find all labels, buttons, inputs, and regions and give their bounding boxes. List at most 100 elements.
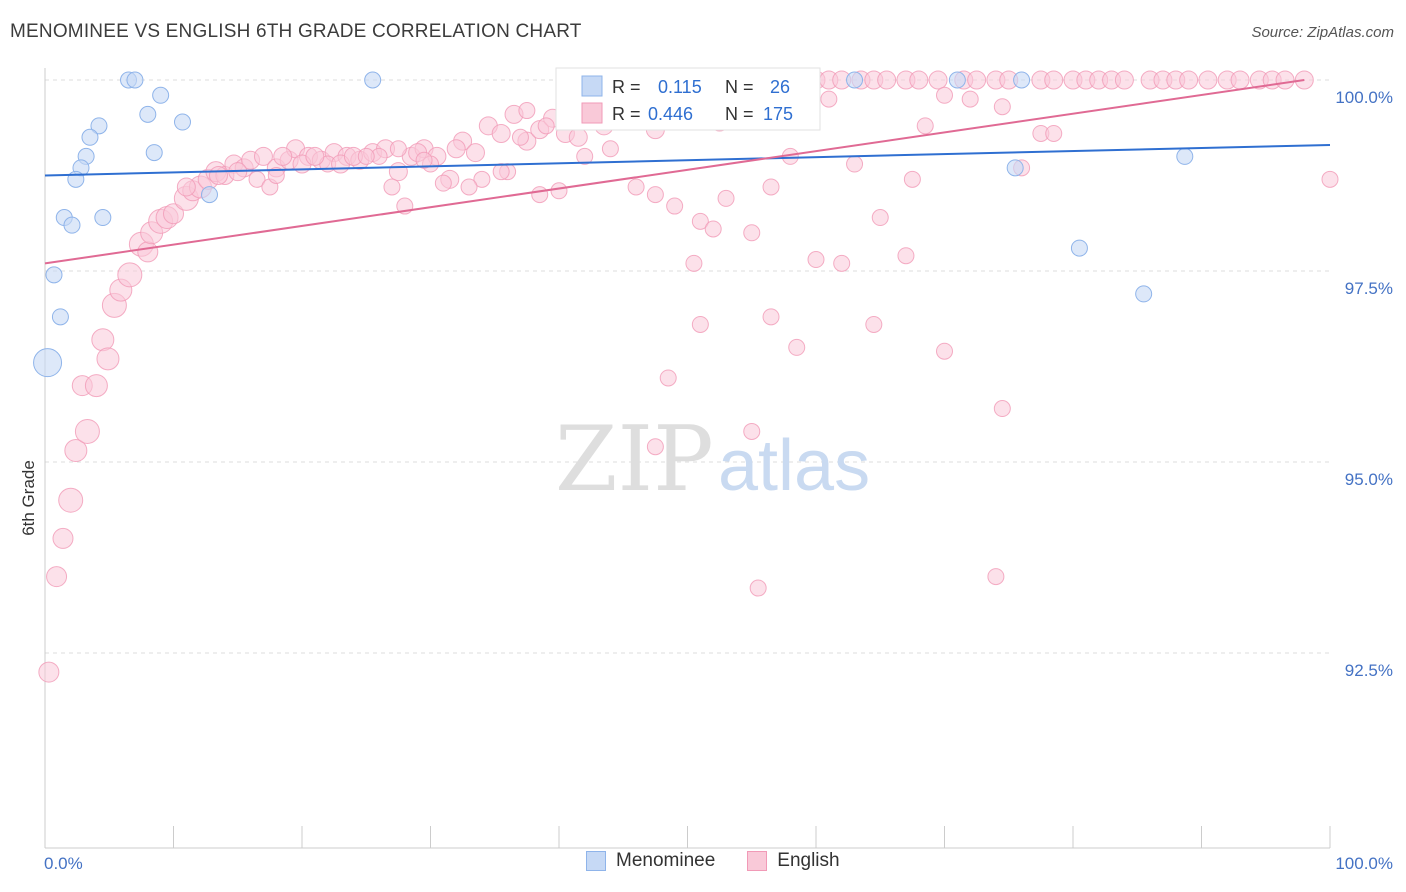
- english-point: [389, 140, 407, 158]
- x-tick-label: 100.0%: [1335, 854, 1393, 873]
- english-point: [84, 374, 108, 398]
- english-point: [91, 328, 115, 352]
- menominee-swatch: [581, 75, 603, 97]
- menominee-trend-line: [44, 143, 1331, 177]
- english-point: [96, 347, 120, 371]
- english-point: [717, 189, 735, 207]
- english-point: [928, 70, 948, 90]
- legend-item-english[interactable]: English: [747, 850, 840, 872]
- english-point: [1114, 70, 1134, 90]
- legend-swatch-english: [747, 851, 768, 871]
- english-point: [163, 203, 184, 225]
- english-point: [518, 102, 536, 120]
- english-point: [46, 566, 68, 588]
- english-point: [64, 439, 88, 463]
- menominee-point: [145, 144, 163, 162]
- english-point: [38, 661, 60, 683]
- english-point: [704, 220, 722, 238]
- english-point: [473, 170, 491, 188]
- english-point: [491, 123, 511, 143]
- english-point: [137, 241, 159, 263]
- english-point: [253, 146, 273, 166]
- english-point: [550, 182, 568, 200]
- english-swatch: [581, 102, 603, 124]
- menominee-point: [94, 209, 112, 227]
- menominee-point: [33, 348, 63, 378]
- menominee-n-label: N =: [725, 77, 754, 97]
- english-point: [916, 117, 934, 135]
- y-tick-label: 95.0%: [1345, 470, 1393, 489]
- english-point: [961, 90, 979, 108]
- english-point: [1044, 70, 1064, 90]
- menominee-point: [81, 128, 99, 146]
- english-n-value: 175: [763, 104, 793, 124]
- english-point: [460, 178, 478, 196]
- english-point: [627, 178, 645, 196]
- menominee-point: [1176, 147, 1194, 165]
- stats-legend: R = 0.115 N = 26 R = 0.446 N = 175: [555, 67, 821, 131]
- legend-item-menominee[interactable]: Menominee: [586, 850, 715, 872]
- english-point: [743, 422, 761, 440]
- menominee-point: [1013, 71, 1031, 89]
- menominee-points: [33, 71, 1194, 378]
- english-point: [446, 139, 466, 159]
- english-point: [743, 224, 761, 242]
- english-point: [871, 209, 889, 227]
- english-point: [666, 197, 684, 215]
- menominee-point: [51, 308, 69, 326]
- menominee-r-value: 0.115: [658, 77, 702, 97]
- english-point: [1045, 124, 1063, 142]
- y-tick-label: 97.5%: [1345, 279, 1393, 298]
- english-point: [465, 143, 485, 163]
- english-point: [646, 438, 664, 456]
- english-point: [909, 70, 929, 90]
- english-point: [273, 146, 293, 166]
- english-trend-line: [44, 79, 1305, 265]
- english-point: [117, 262, 143, 288]
- english-point: [1321, 170, 1339, 188]
- menominee-point: [90, 117, 108, 135]
- bottom-legend: Menominee English: [586, 850, 862, 872]
- english-point: [434, 174, 452, 192]
- english-point: [492, 163, 510, 181]
- english-point: [576, 147, 594, 165]
- watermark: ZIP atlas: [555, 407, 870, 512]
- english-point: [659, 369, 677, 387]
- menominee-point: [1070, 239, 1088, 257]
- english-point: [74, 418, 100, 444]
- x-tick-labels: 0.0% 100.0%: [44, 854, 1393, 873]
- menominee-point: [1006, 159, 1024, 177]
- english-point: [846, 155, 864, 173]
- english-n-label: N =: [725, 104, 754, 124]
- menominee-point: [200, 186, 218, 204]
- english-point: [58, 487, 84, 513]
- english-point: [833, 254, 851, 272]
- english-point: [936, 342, 953, 360]
- english-point: [383, 178, 401, 196]
- english-point: [357, 147, 375, 165]
- english-point: [691, 212, 709, 230]
- english-points: [38, 70, 1339, 683]
- english-point: [568, 127, 588, 147]
- english-point: [531, 186, 549, 204]
- english-point: [388, 162, 408, 182]
- english-r-label: R =: [612, 104, 641, 124]
- menominee-r-label: R =: [612, 77, 641, 97]
- legend-swatch-menominee: [586, 851, 606, 871]
- x-tick-label: 0.0%: [44, 854, 83, 873]
- menominee-point: [364, 71, 382, 89]
- legend-label-english: English: [777, 850, 840, 871]
- english-point: [1275, 70, 1295, 90]
- english-point: [993, 98, 1011, 116]
- english-point: [877, 70, 897, 90]
- english-point: [762, 178, 780, 196]
- menominee-point: [63, 216, 81, 234]
- english-point: [807, 251, 825, 269]
- english-point: [967, 70, 987, 90]
- source-credit: Source: ZipAtlas.com: [1251, 24, 1394, 41]
- english-point: [865, 315, 883, 333]
- english-point: [691, 315, 709, 333]
- english-point: [820, 90, 838, 108]
- y-tick-label: 92.5%: [1345, 661, 1393, 680]
- english-point: [305, 146, 325, 166]
